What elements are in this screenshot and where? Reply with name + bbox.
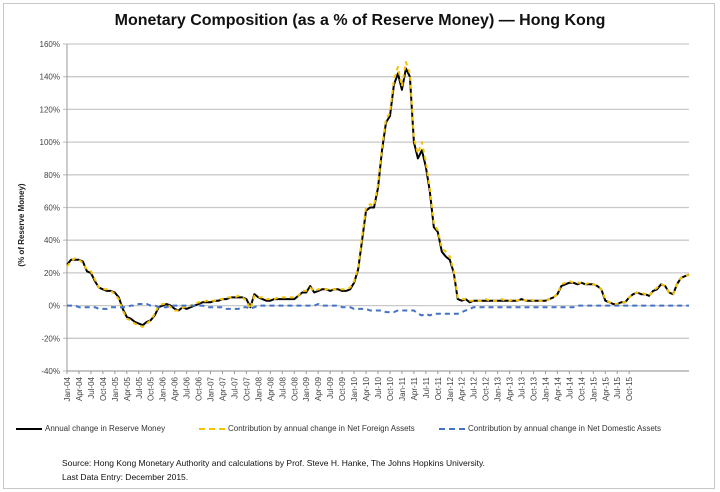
x-tick-label: Oct-13 <box>530 376 539 401</box>
x-tick-label: Jan-09 <box>302 376 311 401</box>
x-tick-label: Apr-09 <box>314 376 323 401</box>
x-tick-label: Jul-07 <box>230 376 239 398</box>
x-tick-label: Oct-14 <box>577 376 586 401</box>
legend-label: Annual change in Reserve Money <box>45 424 166 433</box>
series-line-reserve-money <box>66 67 690 327</box>
gridlines <box>63 43 689 372</box>
x-tick-label: Apr-14 <box>553 376 562 401</box>
x-tick-label: Jul-12 <box>470 376 479 398</box>
x-tick-label: Apr-11 <box>410 376 419 400</box>
y-tick-label: 0% <box>48 302 60 311</box>
x-tick-label: Apr-10 <box>362 376 371 401</box>
chart-frame <box>3 3 715 489</box>
x-tick-label: Apr-06 <box>171 376 180 401</box>
source-text: Source: Hong Kong Monetary Authority and… <box>62 458 486 468</box>
x-tick-label: Jul-08 <box>278 376 287 398</box>
y-tick-label: -40% <box>41 367 60 376</box>
legend-label: Contribution by annual change in Net For… <box>228 424 415 433</box>
y-tick-label: 20% <box>44 269 60 278</box>
legend-swatch-dashed-yellow <box>199 427 225 430</box>
source-note: Source: Hong Kong Monetary Authority and… <box>62 456 485 484</box>
chart-title: Monetary Composition (as a % of Reserve … <box>114 12 606 29</box>
legend-item-net-foreign-assets: Contribution by annual change in Net For… <box>199 424 415 433</box>
x-tick-label: Oct-15 <box>625 376 634 401</box>
x-tick-label: Oct-05 <box>147 376 156 401</box>
x-tick-label: Oct-04 <box>99 376 108 401</box>
x-tick-label: Oct-11 <box>434 376 443 400</box>
x-tick-label: Jan-04 <box>63 376 72 401</box>
y-tick-label: 80% <box>44 171 60 180</box>
x-tick-label: Jan-07 <box>207 376 216 401</box>
x-tick-label: Jul-09 <box>326 376 335 398</box>
x-tick-label: Jul-13 <box>518 376 527 398</box>
x-axis: Jan-04 Apr-04 Jul-04 Oct-04 Jan-05 Apr-05 Jul-… <box>63 44 689 401</box>
legend-item-net-domestic-assets: Contribution by annual change in Net Dom… <box>439 424 661 433</box>
x-tick-label: Jul-14 <box>565 376 574 398</box>
x-tick-label: Jul-11 <box>422 376 431 398</box>
legend-swatch-solid-black <box>16 427 42 430</box>
x-tick-label: Apr-13 <box>506 376 515 401</box>
y-tick-label: 60% <box>44 204 60 213</box>
x-tick-label: Jul-06 <box>183 376 192 398</box>
x-tick-label: Apr-04 <box>75 376 84 401</box>
series-lines <box>66 61 690 328</box>
x-tick-label: Jul-10 <box>374 376 383 398</box>
y-axis-label: (% of Reserve Money) <box>17 183 26 266</box>
x-tick-label: Apr-07 <box>219 376 228 401</box>
x-tick-label: Apr-08 <box>266 376 275 401</box>
last-data-entry: Last Data Entry: December 2015. <box>62 472 189 482</box>
x-tick-label: Apr-05 <box>123 376 132 401</box>
y-axis-ticks: -40% -20% 0% 20% 40% 60% 80% 100% 120% 140% 160% <box>40 40 60 376</box>
x-tick-label: Jul-04 <box>87 376 96 398</box>
x-tick-label: Apr-12 <box>458 376 467 401</box>
x-tick-label: Jan-08 <box>254 376 263 401</box>
x-tick-label: Apr-15 <box>601 376 610 401</box>
x-tick-label: Jan-06 <box>159 376 168 401</box>
x-tick-label: Jul-05 <box>135 376 144 398</box>
x-tick-label: Oct-08 <box>290 376 299 401</box>
y-tick-label: 120% <box>40 105 60 114</box>
x-tick-label: Oct-10 <box>386 376 395 401</box>
x-tick-label: Jan-13 <box>494 376 503 401</box>
x-tick-label: Oct-06 <box>195 376 204 401</box>
x-tick-label: Oct-07 <box>242 376 251 401</box>
x-tick-label: Jan-12 <box>446 376 455 401</box>
y-tick-label: 140% <box>40 73 60 82</box>
legend-label: Contribution by annual change in Net Dom… <box>468 424 661 433</box>
x-tick-label: Jan-05 <box>111 376 120 401</box>
x-tick-label: Jan-10 <box>350 376 359 401</box>
legend-item-reserve-money: Annual change in Reserve Money <box>16 424 165 433</box>
x-tick-label: Jan-11 <box>398 376 407 400</box>
x-tick-label: Jan-15 <box>589 376 598 401</box>
series-line-net-domestic-assets <box>67 303 689 317</box>
y-tick-label: 40% <box>44 236 60 245</box>
x-tick-label: Oct-12 <box>482 376 491 401</box>
series-line-net-foreign-assets <box>66 61 690 328</box>
y-tick-label: 100% <box>40 138 60 147</box>
y-tick-label: 160% <box>40 40 60 49</box>
legend-swatch-dashed-blue <box>439 427 465 430</box>
x-tick-label: Oct-09 <box>338 376 347 401</box>
x-tick-label: Jan-14 <box>541 376 550 401</box>
x-tick-label: Jul-15 <box>613 376 622 398</box>
y-tick-label: -20% <box>41 334 60 343</box>
